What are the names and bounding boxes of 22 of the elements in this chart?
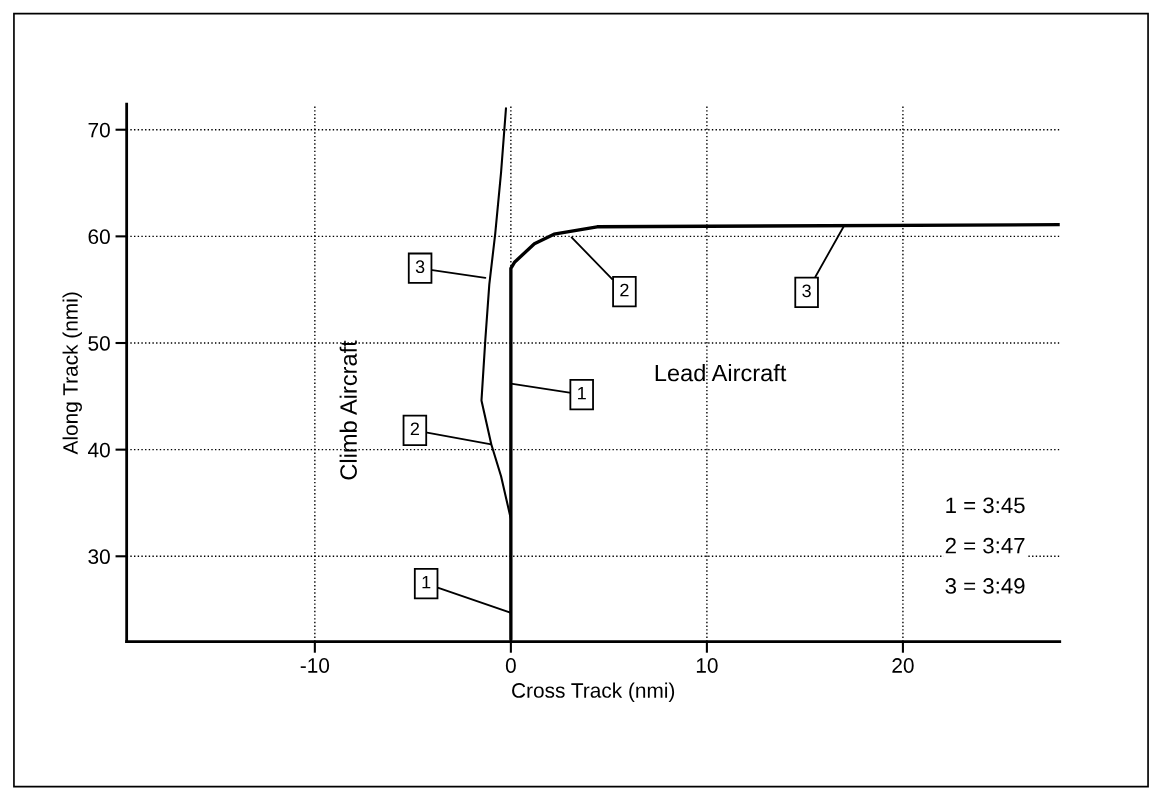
annotation: 2 [410,422,419,436]
x-tick-label: 0 [505,658,516,673]
x-tick-label: -10 [300,658,330,673]
y-tick-label: 70 [88,122,110,138]
annotation: 2 [620,283,629,297]
annotation: 3 = 3:49 [945,578,1025,594]
annotation: 3 [415,260,425,274]
annotation: 1 = 3:45 [946,497,1025,514]
annotation: 1 [422,575,431,589]
annotation: 3 [802,284,811,298]
x-tick-label: 20 [892,658,914,673]
annotation: Lead Aircraft [655,364,787,382]
annotation: 2 = 3:47 [945,537,1025,554]
x-tick-label: 10 [696,658,718,673]
y-tick-label: 60 [88,229,110,245]
y-axis-title: Along Track (nmi) [62,292,82,455]
annotation: Climb Aircraft [339,340,357,480]
y-tick-label: 40 [87,442,110,458]
x-axis-title: Cross Track (nmi) [512,682,675,702]
annotation: 1 [578,386,586,400]
y-tick-label: 50 [88,336,110,351]
y-tick-label: 30 [88,549,110,565]
